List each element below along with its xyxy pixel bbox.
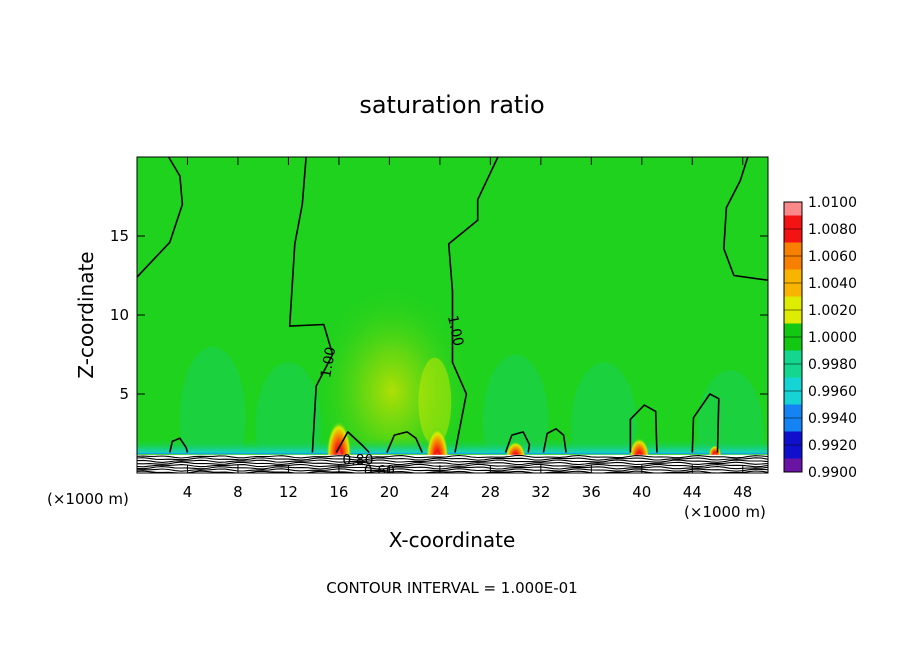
- contour-line-surface: [137, 454, 768, 459]
- contour-line-1-00: [335, 431, 370, 454]
- colorbar-legend: 1.0100 1.0080 1.0060 1.0040 1.0020 1.0000 0.99…: [783, 195, 857, 481]
- x-tick-label: 16: [329, 483, 348, 501]
- contour-line-1-00: [169, 437, 189, 453]
- x-tick-label: 24: [430, 483, 449, 501]
- x-tick-label: 32: [531, 483, 550, 501]
- colorbar-label: 1.0060: [808, 249, 857, 265]
- x-tick-label: 12: [279, 483, 298, 501]
- colorbar-label: 0.9920: [808, 438, 857, 454]
- colorbar-label: 0.9940: [808, 411, 857, 427]
- contour-line-surface: [137, 468, 768, 472]
- contour-line-surface: [137, 461, 768, 466]
- contour-line-surface: [137, 457, 768, 461]
- x-axis-ticks: 4 8 12 16 20 24 28 32 36 40 44 48: [183, 157, 752, 501]
- colorbar-swatch: [784, 458, 802, 472]
- x-unit-left: (×1000 m): [47, 490, 129, 508]
- plot-area: 1.00 1.00 0.800.60: [136, 156, 769, 479]
- contour-line-1-00: [629, 404, 658, 453]
- colorbar-label: 1.0020: [808, 303, 857, 319]
- x-tick-label: 20: [380, 483, 399, 501]
- contour-line-1-00: [386, 431, 423, 453]
- colorbar-label: 0.9980: [808, 357, 857, 373]
- contour-label: 1.00: [318, 346, 339, 379]
- contour-line-surface: [137, 459, 768, 463]
- contour-line-surface: [137, 463, 768, 468]
- surface-moisture-gradient: [137, 438, 768, 455]
- y-axis-ticks: 5 10 15: [110, 227, 768, 403]
- contour-label: 1.00: [444, 314, 466, 348]
- x-tick-label: 40: [632, 483, 651, 501]
- colorbar-label: 1.0080: [808, 222, 857, 238]
- colorbar-label: 0.9960: [808, 384, 857, 400]
- x-tick-label: 28: [481, 483, 500, 501]
- colorbar-label: 1.0040: [808, 276, 857, 292]
- contour-label: 0.60: [364, 463, 395, 479]
- contour-interval-note: CONTOUR INTERVAL = 1.000E-01: [326, 579, 577, 597]
- contour-line-1-00: [723, 157, 768, 281]
- x-unit-right: (×1000 m): [684, 503, 766, 521]
- colorbar-label: 0.9900: [808, 465, 857, 481]
- contour-line-1-00: [691, 393, 720, 453]
- x-tick-label: 4: [183, 483, 193, 501]
- contour-line-1-00: [288, 157, 334, 453]
- colorbar-label: 1.0000: [808, 330, 857, 346]
- contour-line-surface: [137, 466, 768, 470]
- chart-title: saturation ratio: [359, 91, 544, 119]
- y-axis-label: Z-coordinate: [74, 251, 98, 378]
- colorbar-label: 1.0100: [808, 195, 857, 211]
- x-tick-label: 48: [733, 483, 752, 501]
- x-axis-label: X-coordinate: [389, 528, 516, 552]
- y-tick-label: 15: [110, 227, 129, 245]
- x-tick-label: 8: [233, 483, 243, 501]
- contour-label: 0.80: [342, 452, 373, 468]
- contour-line-1-00: [447, 157, 499, 453]
- contour-line-1-00: [137, 157, 184, 278]
- y-tick-label: 5: [119, 385, 129, 403]
- contour-line-1-00: [504, 431, 531, 453]
- x-tick-label: 44: [683, 483, 702, 501]
- contour-line-1-00: [542, 428, 567, 453]
- colorbar-swatch: [784, 202, 802, 216]
- x-tick-label: 36: [582, 483, 601, 501]
- y-tick-label: 10: [110, 306, 129, 324]
